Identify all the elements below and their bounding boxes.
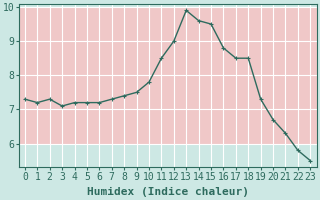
Bar [19,41,316,75]
Bar [19,109,316,144]
Bar [19,7,316,41]
X-axis label: Humidex (Indice chaleur): Humidex (Indice chaleur) [87,187,249,197]
Bar [19,75,316,109]
